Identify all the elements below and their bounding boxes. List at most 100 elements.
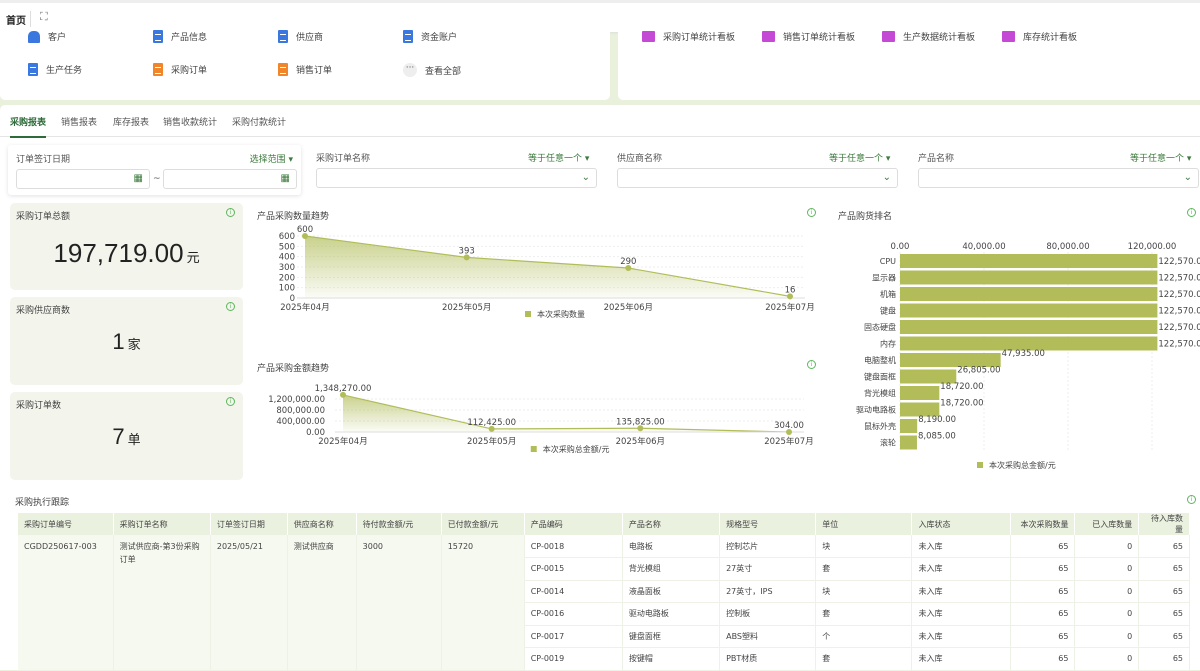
quick-link[interactable]: 产品信息 [153,30,207,43]
column-header[interactable]: 订单签订日期 [210,513,288,535]
column-header[interactable]: 采购订单编号 [18,513,114,535]
column-header[interactable]: 采购订单名称 [113,513,211,535]
quick-link[interactable]: 供应商 [278,30,323,43]
quick-link[interactable]: 销售订单 [278,63,332,76]
range-selector[interactable]: 选择范围 ▾ [249,155,293,165]
home-tab[interactable]: 首页 [6,16,26,27]
table-cell: CP-0017 [524,625,623,648]
tab-3[interactable]: 销售收款统计 [163,118,218,128]
column-header[interactable]: 已入库数量 [1074,513,1140,535]
legend-label[interactable]: 本次采购数量 [537,309,585,319]
column-header[interactable]: 产品编码 [524,513,623,535]
dashboard-link[interactable]: 销售订单统计看板 [762,30,855,43]
data-point[interactable] [488,425,495,432]
bar[interactable] [900,435,917,450]
legend-label[interactable]: 本次采购总金额/元 [989,460,1056,470]
data-point[interactable] [786,428,792,435]
supplier-select[interactable]: ⌄ [617,168,898,188]
data-point[interactable] [302,233,308,239]
table-row[interactable]: CP-0014 液晶面板 27英寸，IPS 块未入库 65 0 65 [18,580,1190,603]
data-label: 122,570.00 [1158,257,1200,267]
table-row[interactable]: CP-0017 键盘面框 ABS塑料个未入库 65 0 65 [18,625,1190,648]
tab-1[interactable]: 销售报表 [61,118,98,128]
dashboard-link[interactable]: 生产数据统计看板 [882,30,975,43]
y-tick-label: 1,200,000.00 [268,395,325,405]
bar[interactable] [900,336,1158,351]
tab-0[interactable]: 采购报表 [10,115,47,138]
x-tick-label: 2025年07月 [765,302,814,313]
tab-2[interactable]: 库存报表 [113,118,150,128]
info-icon[interactable]: i [226,397,235,406]
column-header[interactable]: 待入库数量 [1138,513,1190,535]
column-header[interactable]: 供应商名称 [287,513,357,535]
table-cell: 套 [815,557,913,581]
product-select[interactable]: ⌄ [918,168,1199,188]
data-label: 18,720.00 [940,382,983,392]
data-point[interactable] [463,254,470,261]
order-name: 测试供应商-第3份采购订单 [113,535,211,671]
data-point[interactable] [340,391,346,398]
tab-4[interactable]: 采购付款统计 [232,118,287,128]
data-point[interactable] [787,293,793,300]
table-row[interactable]: CGDD250617-003 测试供应商-第3份采购订单 2025/05/21 测试供… [18,535,1190,671]
y-tick-label: 滚轮 [880,438,896,448]
document-icon [28,63,38,76]
column-header[interactable]: 规格型号 [719,513,817,535]
data-label: 112,425.00 [467,418,516,428]
legend-label[interactable]: 本次采购总金额/元 [543,444,610,454]
quick-link[interactable]: 采购订单 [153,63,207,76]
column-header[interactable]: 单位 [815,513,913,535]
bar[interactable] [900,254,1158,268]
expand-icon[interactable]: ⛶ [40,10,48,23]
bar[interactable] [900,353,1001,367]
data-point[interactable] [637,425,644,432]
bar[interactable] [900,320,1158,334]
operator-selector[interactable]: 等于任意一个 ▾ [1130,154,1192,164]
info-icon[interactable]: i [1187,495,1196,504]
quick-link[interactable]: 资金账户 [403,30,457,43]
bar[interactable] [900,287,1158,301]
end-date-input[interactable]: ▦ [163,169,297,189]
info-icon[interactable]: i [1187,208,1196,217]
table-cell: 未入库 [911,602,1011,626]
bar[interactable] [900,386,940,400]
table-row[interactable]: CP-0016 驱动电路板 控制板套未入库 65 0 65 [18,602,1190,626]
table-cell: 控制板 [719,602,817,626]
dashboard-link[interactable]: 采购订单统计看板 [642,30,735,43]
operator-selector[interactable]: 等于任意一个 ▾ [528,154,590,164]
order-paid: 15720 [441,535,525,671]
info-icon[interactable]: i [807,208,816,217]
data-label: 8,190.00 [918,415,956,425]
table-cell: 块 [815,535,913,558]
date-filter: 订单签订日期 选择范围 ▾ ▦ ~ ▦ [8,145,301,195]
bar[interactable] [900,402,940,417]
table-cell: 未入库 [911,580,1011,603]
info-icon[interactable]: i [807,360,816,369]
bar[interactable] [900,303,1158,318]
operator-selector[interactable]: 等于任意一个 ▾ [829,154,891,164]
data-point[interactable] [625,265,632,272]
table-row[interactable]: CP-0015 背光模组 27英寸套未入库 65 0 65 [18,557,1190,581]
column-header[interactable]: 入库状态 [911,513,1011,535]
info-icon[interactable]: i [226,302,235,311]
quick-link[interactable]: 生产任务 [28,63,82,76]
bar[interactable] [900,419,918,433]
table-cell: 未入库 [911,647,1011,671]
y-tick-label: 内存 [880,339,896,349]
bar[interactable] [900,369,957,384]
dashboard-link[interactable]: 库存统计看板 [1002,30,1077,43]
column-header[interactable]: 本次采购数量 [1010,513,1076,535]
table-row[interactable]: CP-0019 按键帽 PBT材质套未入库 65 0 65 [18,647,1190,671]
x-tick-label: 120,000.00 [1128,242,1177,252]
bar[interactable] [900,270,1158,285]
start-date-input[interactable]: ▦ [16,169,150,189]
filter-label: 产品名称 [918,154,955,164]
quick-link[interactable]: ··· 查看全部 [403,63,461,77]
info-icon[interactable]: i [226,208,235,217]
order_name-select[interactable]: ⌄ [316,168,597,188]
column-header[interactable]: 已付款金额/元 [441,513,525,535]
column-header[interactable]: 待付款金额/元 [356,513,442,535]
column-header[interactable]: 产品名称 [622,513,721,535]
quick-link[interactable]: 客户 [28,30,66,43]
